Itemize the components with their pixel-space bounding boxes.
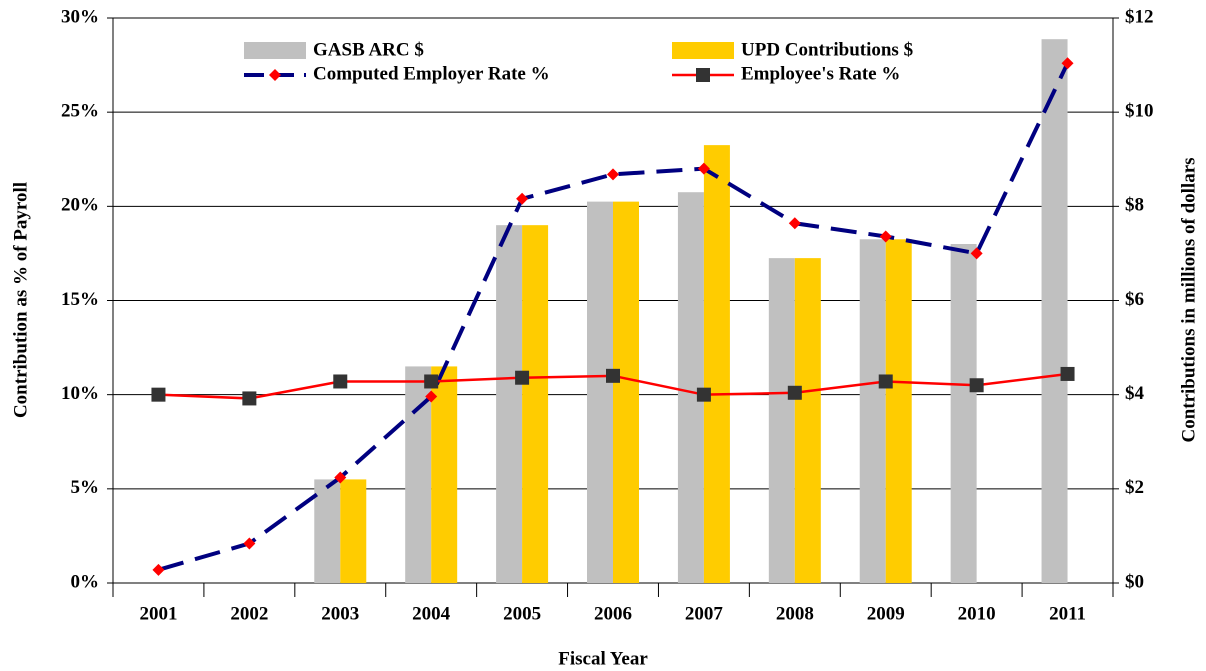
bar bbox=[1041, 39, 1068, 583]
marker bbox=[697, 162, 710, 175]
bar bbox=[496, 225, 523, 583]
y-axis-title: Contribution as % of Payroll bbox=[10, 182, 31, 418]
marker bbox=[970, 247, 983, 260]
x-tick-label: 2008 bbox=[776, 603, 814, 624]
marker bbox=[151, 387, 166, 402]
legend-marker bbox=[696, 68, 710, 82]
legend-label: Employee's Rate % bbox=[741, 63, 900, 84]
legend-marker bbox=[269, 69, 281, 81]
marker bbox=[606, 368, 620, 383]
bar bbox=[703, 145, 730, 583]
marker bbox=[424, 374, 439, 389]
bar bbox=[794, 258, 821, 583]
x-tick-label: 2003 bbox=[321, 603, 359, 624]
marker bbox=[243, 537, 256, 550]
y2-tick-label: $6 bbox=[1125, 289, 1144, 310]
marker bbox=[969, 378, 984, 393]
x-tick-label: 2010 bbox=[958, 603, 996, 624]
x-tick-label: 2007 bbox=[685, 603, 724, 624]
bar bbox=[950, 244, 977, 583]
bar bbox=[885, 239, 912, 583]
y-tick-label: 20% bbox=[61, 195, 99, 216]
line-series bbox=[157, 62, 1070, 572]
x-tick-label: 2001 bbox=[139, 603, 177, 624]
y2-axis-title: Contributions in millions of dollars bbox=[1178, 157, 1199, 442]
marker bbox=[788, 217, 801, 230]
y-tick-label: 15% bbox=[61, 289, 99, 310]
legend-swatch bbox=[244, 42, 306, 59]
y-tick-label: 25% bbox=[61, 101, 99, 122]
marker bbox=[1061, 57, 1074, 70]
marker bbox=[696, 387, 711, 402]
marker bbox=[425, 390, 438, 403]
marker bbox=[787, 385, 802, 400]
x-tick-label: 2006 bbox=[594, 603, 632, 624]
y-tick-label: 5% bbox=[71, 477, 100, 498]
marker bbox=[879, 230, 892, 243]
bar bbox=[859, 239, 886, 583]
x-tick-label: 2011 bbox=[1049, 603, 1086, 624]
marker bbox=[515, 370, 530, 385]
marker bbox=[333, 374, 348, 389]
legend-label: GASB ARC $ bbox=[313, 39, 424, 60]
bar bbox=[613, 201, 639, 583]
marker bbox=[1060, 366, 1075, 381]
x-tick-label: 2002 bbox=[230, 603, 268, 624]
legend-swatch bbox=[672, 42, 734, 59]
y2-tick-label: $10 bbox=[1125, 101, 1154, 122]
y-tick-label: 10% bbox=[61, 383, 99, 404]
y-tick-label: 30% bbox=[61, 6, 99, 27]
y2-tick-label: $4 bbox=[1125, 383, 1145, 404]
y2-tick-label: $8 bbox=[1125, 195, 1144, 216]
x-axis-title: Fiscal Year bbox=[558, 648, 648, 669]
x-tick-label: 2009 bbox=[867, 603, 905, 624]
marker bbox=[878, 374, 893, 389]
x-tick-label: 2005 bbox=[503, 603, 541, 624]
marker bbox=[607, 168, 619, 181]
legend-label: UPD Contributions $ bbox=[741, 39, 913, 60]
marker bbox=[516, 192, 529, 205]
bar bbox=[587, 201, 613, 583]
bar bbox=[677, 192, 704, 584]
marker bbox=[334, 471, 347, 484]
y2-tick-label: $2 bbox=[1125, 477, 1144, 498]
bar bbox=[314, 479, 341, 583]
marker bbox=[242, 391, 257, 406]
bar bbox=[431, 366, 458, 583]
bar bbox=[340, 479, 367, 583]
y2-tick-label: $12 bbox=[1125, 6, 1154, 27]
y-tick-label: 0% bbox=[71, 571, 100, 592]
legend-label: Computed Employer Rate % bbox=[313, 63, 550, 84]
marker bbox=[152, 563, 165, 576]
bar bbox=[768, 258, 795, 583]
y2-tick-label: $0 bbox=[1125, 571, 1144, 592]
bar bbox=[522, 225, 549, 583]
x-tick-label: 2004 bbox=[412, 603, 451, 624]
